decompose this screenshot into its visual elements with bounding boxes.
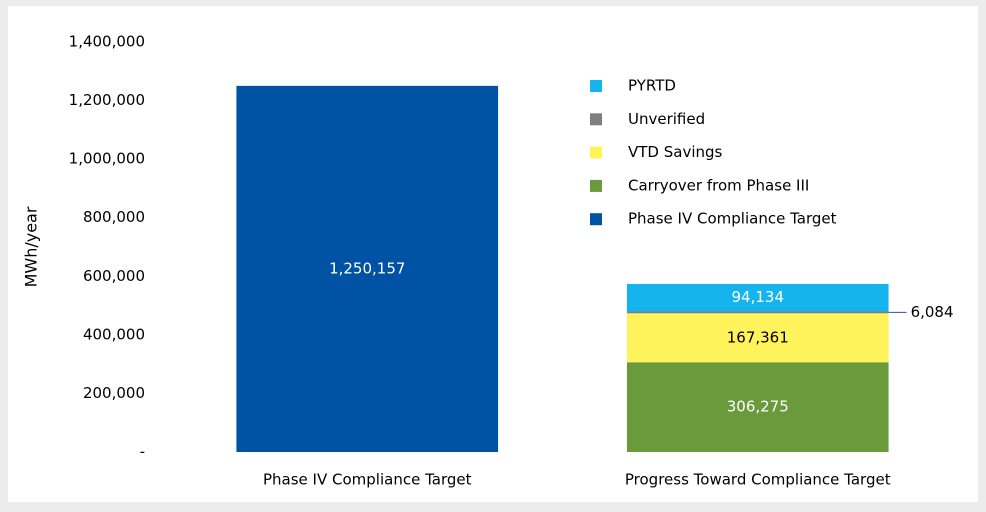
data-label: 6,084	[911, 303, 954, 321]
legend-label: Phase IV Compliance Target	[628, 210, 837, 228]
data-label: 94,134	[732, 288, 785, 306]
legend-label: PYRTD	[628, 77, 676, 95]
x-tick-label: Phase IV Compliance Target	[263, 471, 472, 489]
bar-segment	[626, 283, 889, 312]
bar-segment	[626, 313, 889, 363]
data-label: 167,361	[727, 328, 789, 346]
y-tick-label: 600,000	[83, 267, 145, 285]
y-tick-label: 200,000	[83, 384, 145, 402]
y-tick-label: 400,000	[83, 325, 145, 343]
bar-segment	[236, 85, 499, 452]
legend-swatch	[590, 113, 602, 126]
data-label: 1,250,157	[329, 259, 405, 277]
data-label: 306,275	[727, 398, 789, 416]
y-axis-label: MWh/year	[22, 206, 41, 287]
legend-label: VTD Savings	[628, 143, 723, 161]
y-tick-label: 1,200,000	[69, 91, 145, 109]
legend-swatch	[590, 80, 602, 92]
legend-swatch	[590, 179, 602, 192]
y-tick-label: 1,400,000	[69, 33, 145, 51]
bar-segment	[626, 311, 889, 314]
y-tick-label: 800,000	[83, 208, 145, 226]
y-tick-label: 1,000,000	[69, 150, 145, 168]
bar-segment	[626, 362, 889, 452]
y-tick-label: -	[140, 443, 145, 461]
legend-swatch	[590, 213, 602, 226]
legend-swatch	[590, 146, 602, 159]
x-tick-label: Progress Toward Compliance Target	[625, 471, 891, 489]
legend-label: Carryover from Phase III	[628, 176, 809, 194]
legend-label: Unverified	[628, 110, 705, 128]
